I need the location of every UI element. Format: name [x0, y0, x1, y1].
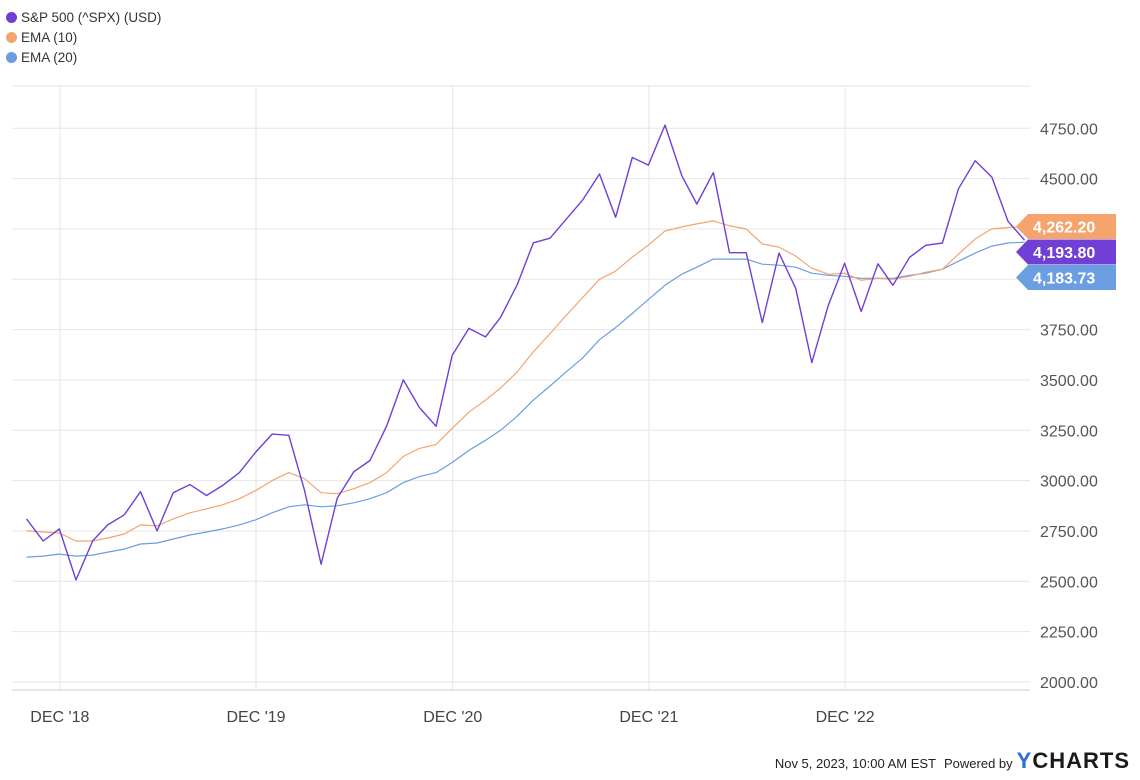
x-tick-label: DEC '21 [619, 709, 678, 726]
footer-timestamp: Nov 5, 2023, 10:00 AM EST [774, 756, 936, 771]
x-tick-label: DEC '22 [816, 709, 875, 726]
footer-powered-by: Powered by [943, 756, 1013, 771]
series-line-sp500 [25, 124, 1026, 581]
legend-item[interactable]: S&P 500 (^SPX) (USD) [6, 7, 161, 27]
y-tick-label: 3000.00 [1040, 474, 1098, 491]
x-tick-label: DEC '19 [226, 709, 285, 726]
y-tick-label: 2500.00 [1040, 574, 1098, 591]
last-value-label: 4,262.20 [1033, 219, 1095, 236]
last-value-label: 4,183.73 [1033, 270, 1095, 287]
y-tick-label: 3750.00 [1040, 323, 1098, 340]
legend-marker [6, 31, 17, 43]
legend-label: S&P 500 (^SPX) (USD) [21, 9, 162, 25]
legend-label: EMA (20) [21, 49, 78, 65]
series-line-ema10 [26, 220, 1025, 542]
series-line-ema20 [26, 241, 1025, 558]
legend-item[interactable]: EMA (10) [6, 27, 161, 47]
y-tick-label: 4750.00 [1040, 121, 1098, 138]
chart-footer: Nov 5, 2023, 10:00 AM EST Powered by YCH… [775, 748, 1130, 774]
x-tick-label: DEC '18 [30, 709, 89, 726]
ycharts-logo[interactable]: YCHARTS [1016, 748, 1130, 773]
last-value-label: 4,193.80 [1033, 245, 1095, 262]
x-tick-label: DEC '20 [423, 709, 482, 726]
y-tick-label: 4500.00 [1040, 172, 1098, 189]
last-value-flag [1016, 239, 1116, 265]
chart-legend: S&P 500 (^SPX) (USD) EMA (10) EMA (20) [6, 7, 161, 67]
y-tick-label: 2250.00 [1040, 625, 1098, 642]
last-value-flag [1016, 213, 1116, 239]
legend-item[interactable]: EMA (20) [6, 47, 161, 67]
y-tick-label: 2000.00 [1040, 675, 1098, 692]
legend-label: EMA (10) [21, 29, 78, 45]
legend-marker [6, 51, 17, 63]
y-tick-label: 2750.00 [1040, 524, 1098, 541]
last-value-flag [1016, 264, 1116, 290]
y-tick-label: 3250.00 [1040, 423, 1098, 440]
legend-marker [6, 11, 17, 23]
y-tick-label: 3500.00 [1040, 373, 1098, 390]
